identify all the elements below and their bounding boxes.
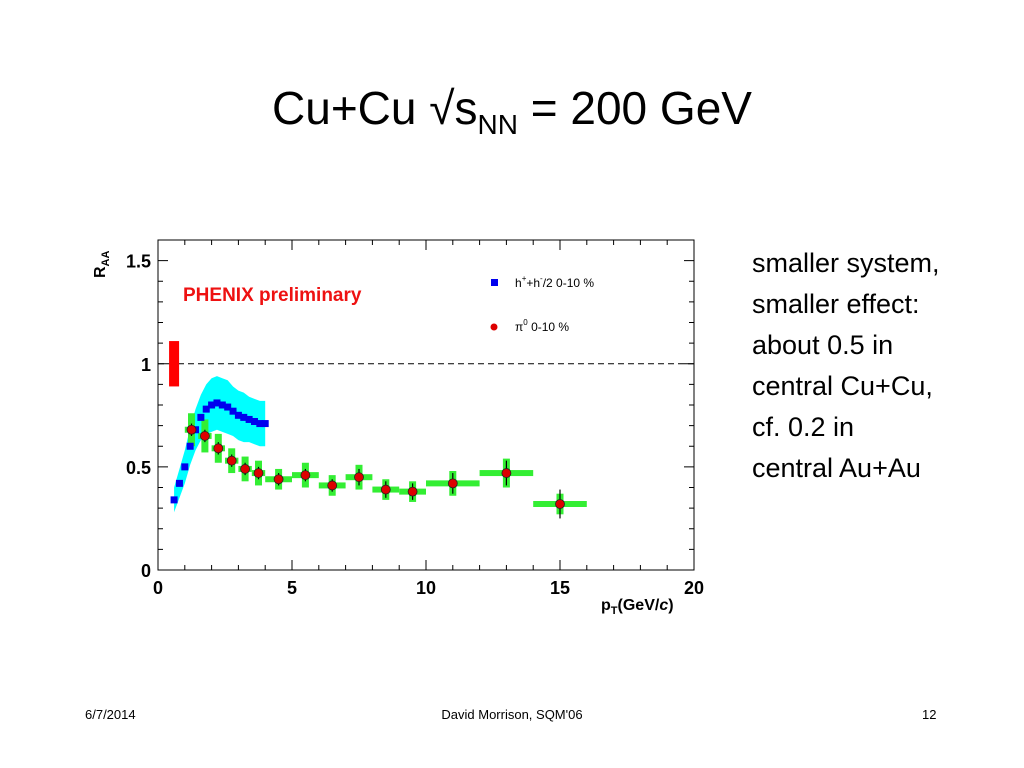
pi0-point (200, 431, 210, 441)
y-tick-label: 1.5 (126, 252, 151, 272)
charged-hadron-point (224, 403, 232, 411)
x-axis-title: pT(GeV/c) (601, 597, 674, 617)
side-text: smaller system, smaller effect: about 0.… (752, 243, 1014, 489)
charged-hadron-point (208, 401, 216, 409)
pi0-point (300, 470, 311, 481)
legend: h++h-/2 0-10 % π0 0-10 % (490, 274, 594, 334)
charged-hadron-point (261, 420, 269, 428)
charged-hadron-point (170, 496, 178, 504)
title-main: Cu+Cu √s (272, 82, 478, 134)
title-subscript: NN (477, 109, 518, 140)
pi0-point (186, 424, 197, 435)
x-tick-label: 15 (550, 578, 570, 598)
side-text-line: about 0.5 in (752, 330, 894, 360)
charged-hadron-point (202, 405, 210, 413)
y-axis-title: RAA (92, 250, 112, 278)
pi0-point (226, 455, 237, 466)
pi0-point (555, 499, 565, 509)
footer-date: 6/7/2014 (85, 707, 136, 722)
pi0-point (213, 443, 224, 454)
side-text-line: smaller effect: (752, 289, 920, 319)
footer-page-number: 12 (922, 707, 937, 722)
charged-hadron-point (218, 401, 226, 409)
side-text-line: central Cu+Cu, (752, 371, 933, 401)
pi0-point (240, 464, 251, 474)
pi0-point (501, 468, 512, 478)
pi0-point (447, 478, 458, 489)
pi0-point (327, 480, 338, 491)
charged-hadron-point (256, 420, 264, 428)
raa-chart: 0 5 10 15 20 0 0.5 1 1.5 PHENIX preliminary h++h… (92, 239, 704, 617)
y-tick-label: 0 (141, 561, 151, 581)
charged-hadron-point (186, 442, 194, 450)
axes: 0 5 10 15 20 0 0.5 1 1.5 (126, 239, 704, 598)
normalization-box (169, 341, 180, 387)
x-tick-label: 10 (416, 578, 436, 598)
charged-hadron-point (240, 413, 248, 421)
pi0-point (273, 474, 284, 485)
x-tick-label: 20 (684, 578, 704, 598)
charged-hadron-point (250, 418, 258, 425)
x-tick-label: 0 (153, 578, 163, 598)
title-rest: = 200 GeV (517, 82, 752, 134)
charged-hadron-point (245, 415, 253, 423)
charged-hadron-point (181, 463, 189, 471)
pi0-points (186, 423, 565, 519)
charged-hadron-point (229, 407, 237, 415)
legend-marker-h (491, 279, 498, 286)
footer-author: David Morrison, SQM'06 (441, 707, 583, 722)
x-tick-label: 5 (287, 578, 297, 598)
legend-marker-pi0 (490, 323, 498, 331)
y-tick-label: 1 (141, 355, 151, 375)
charged-hadron-band (174, 376, 266, 513)
pi0-point (407, 486, 418, 497)
charged-hadron-point (213, 399, 221, 407)
legend-label-pi0: π0 0-10 % (515, 318, 569, 334)
charged-hadron-band-area (174, 376, 266, 513)
charged-hadron-point (175, 479, 183, 487)
pi0-point (354, 472, 364, 483)
slide-title: Cu+Cu √sNN = 200 GeV (0, 78, 1024, 155)
phenix-preliminary-label: PHENIX preliminary (183, 285, 362, 306)
side-text-line: cf. 0.2 in (752, 412, 855, 442)
pi0-point (380, 484, 391, 495)
charged-hadron-point (234, 411, 242, 419)
legend-label-h: h++h-/2 0-10 % (515, 274, 594, 290)
pi0-point (253, 468, 264, 478)
side-text-line: central Au+Au (752, 453, 921, 483)
charged-hadron-point (197, 413, 205, 421)
side-text-line: smaller system, (752, 248, 940, 278)
normalization-uncertainty (169, 341, 180, 387)
y-tick-label: 0.5 (126, 458, 151, 478)
